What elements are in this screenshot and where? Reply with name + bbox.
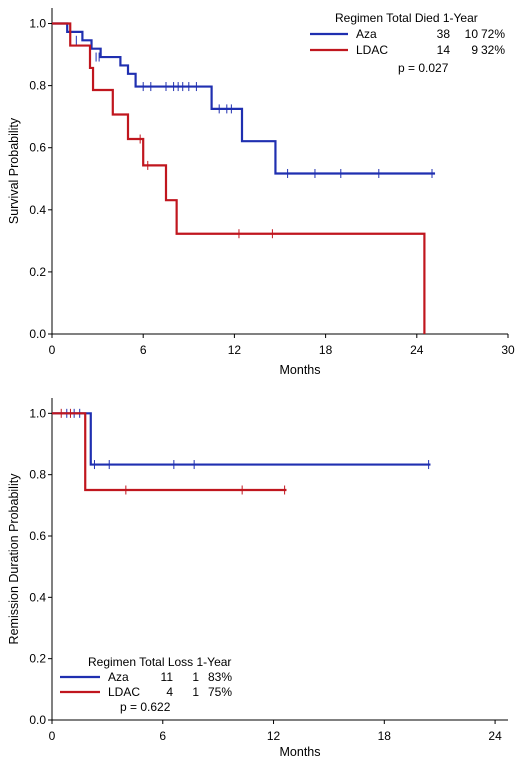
series-line-aza [52,22,436,175]
legend-events: 1 [192,670,199,684]
x-tick-label: 0 [49,343,56,357]
p-value: p = 0.027 [398,61,449,75]
legend-total: 14 [437,43,451,57]
km-chart-1: 0.0 0.2 0.4 0.6 0.8 1.0 0 6 12 18 24 30 Months Surviv… [7,8,515,377]
legend-name: LDAC [108,685,140,699]
y-tick-label: 0.4 [29,203,46,217]
p-value: p = 0.622 [120,700,171,714]
x-tick-label: 12 [228,343,242,357]
legend-one-year: 75% [208,685,232,699]
x-tick-label: 24 [488,729,502,743]
legend-events: 1 [192,685,199,699]
legend: Regimen Total Died 1-Year Aza 38 10 72% LDAC 1… [310,11,505,75]
y-tick-label: 1.0 [29,406,46,420]
legend-total: 4 [166,685,173,699]
series-line-ldac [52,412,287,492]
y-tick-label: 0.0 [29,327,46,341]
y-tick-label: 0.4 [29,590,46,604]
y-axis-title: Survival Probability [7,117,21,224]
x-tick-label: 6 [159,729,166,743]
y-tick-label: 0.2 [29,652,46,666]
legend-name: LDAC [356,43,388,57]
x-tick-label: 0 [49,729,56,743]
legend-header: Regimen Total Loss 1-Year [88,655,231,669]
y-tick-label: 0.6 [29,141,46,155]
series-line-aza [52,412,431,466]
x-axis-title: Months [280,363,321,377]
y-tick-label: 0.8 [29,468,46,482]
series-line-ldac [52,22,426,334]
legend-one-year: 83% [208,670,232,684]
x-tick-label: 30 [501,343,515,357]
x-tick-label: 24 [410,343,424,357]
legend-one-year: 72% [481,27,505,41]
y-tick-label: 0.2 [29,265,46,279]
km-chart-2: 0.0 0.2 0.4 0.6 0.8 1.0 0 6 12 18 24 Months Remissio… [7,398,508,759]
y-tick-label: 0.0 [29,713,46,727]
x-tick-label: 18 [319,343,333,357]
legend-total: 38 [437,27,451,41]
y-axis-title: Remission Duration Probability [7,473,21,645]
legend-header: Regimen Total Died 1-Year [335,11,478,25]
legend-one-year: 32% [481,43,505,57]
x-tick-label: 18 [378,729,392,743]
legend-events: 10 [465,27,479,41]
legend-events: 9 [471,43,478,57]
x-tick-label: 12 [267,729,281,743]
y-tick-label: 1.0 [29,17,46,31]
y-tick-label: 0.8 [29,79,46,93]
y-tick-label: 0.6 [29,529,46,543]
legend-name: Aza [356,27,377,41]
legend-total: 11 [161,670,174,684]
legend-name: Aza [108,670,129,684]
x-tick-label: 6 [140,343,147,357]
x-axis-title: Months [280,745,321,759]
